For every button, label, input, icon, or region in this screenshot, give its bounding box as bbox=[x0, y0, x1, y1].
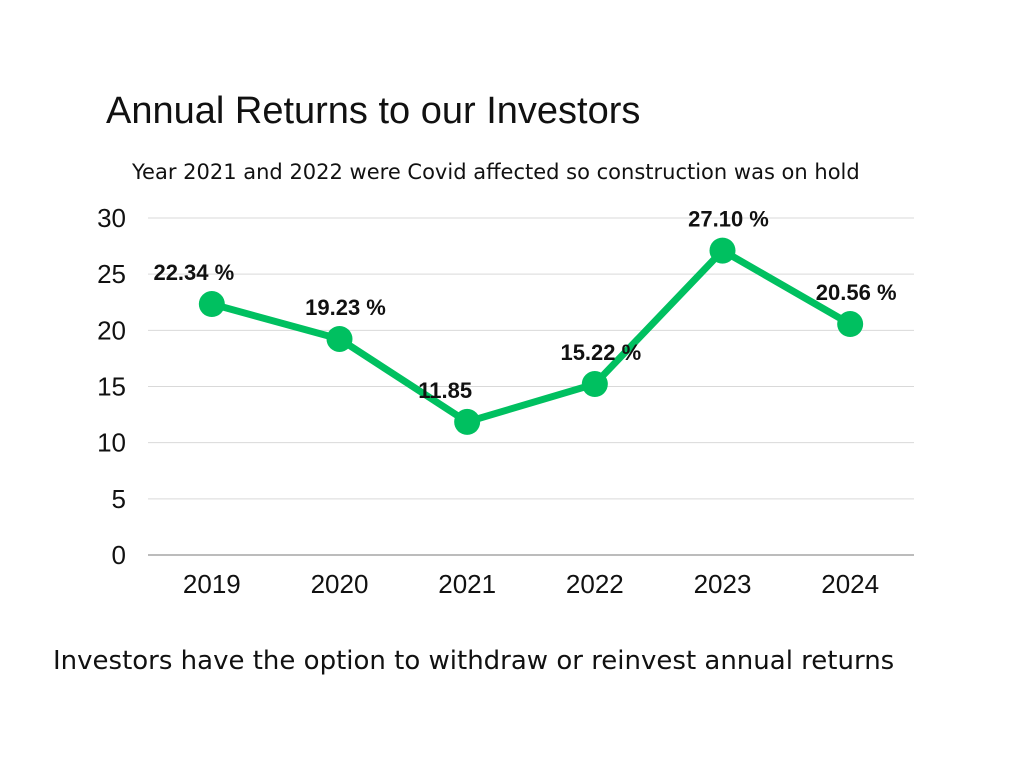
data-point bbox=[837, 311, 864, 338]
y-tick-label: 30 bbox=[97, 203, 126, 233]
data-point bbox=[454, 408, 481, 435]
x-tick-label: 2019 bbox=[183, 569, 241, 599]
y-tick-label: 25 bbox=[97, 259, 126, 289]
chart-subtitle: Year 2021 and 2022 were Covid affected s… bbox=[132, 160, 860, 184]
y-tick-label: 5 bbox=[112, 484, 126, 514]
series-returns bbox=[198, 237, 864, 435]
data-point bbox=[581, 371, 608, 398]
series-line bbox=[208, 247, 854, 426]
x-tick-label: 2024 bbox=[821, 569, 879, 599]
x-tick-label: 2021 bbox=[438, 569, 496, 599]
y-tick-label: 10 bbox=[97, 428, 126, 458]
y-tick-label: 0 bbox=[112, 540, 126, 570]
data-label: 11.85 bbox=[418, 378, 472, 403]
data-point bbox=[198, 291, 225, 318]
footer-note: Investors have the option to withdraw or… bbox=[53, 646, 895, 676]
data-labels: 22.34 % 19.23 % 11.85 15.22 % 27.10 % 20.56 % bbox=[153, 207, 896, 403]
data-label: 19.23 % bbox=[305, 295, 386, 320]
y-tick-label: 15 bbox=[97, 372, 126, 402]
gridlines bbox=[148, 217, 914, 500]
data-label: 20.56 % bbox=[816, 280, 897, 305]
x-tick-label: 2022 bbox=[566, 569, 624, 599]
data-point bbox=[709, 237, 736, 264]
data-label: 22.34 % bbox=[153, 260, 234, 285]
chart-title: Annual Returns to our Investors bbox=[106, 90, 641, 132]
data-label: 27.10 % bbox=[688, 207, 769, 232]
x-tick-label: 2020 bbox=[311, 569, 369, 599]
axes: 0 5 10 15 20 25 30 2019 2020 2021 2022 2023 2024 bbox=[97, 203, 914, 599]
data-label: 15.22 % bbox=[560, 340, 641, 365]
x-tick-label: 2023 bbox=[694, 569, 752, 599]
data-point bbox=[326, 325, 353, 352]
y-tick-label: 20 bbox=[97, 315, 126, 345]
